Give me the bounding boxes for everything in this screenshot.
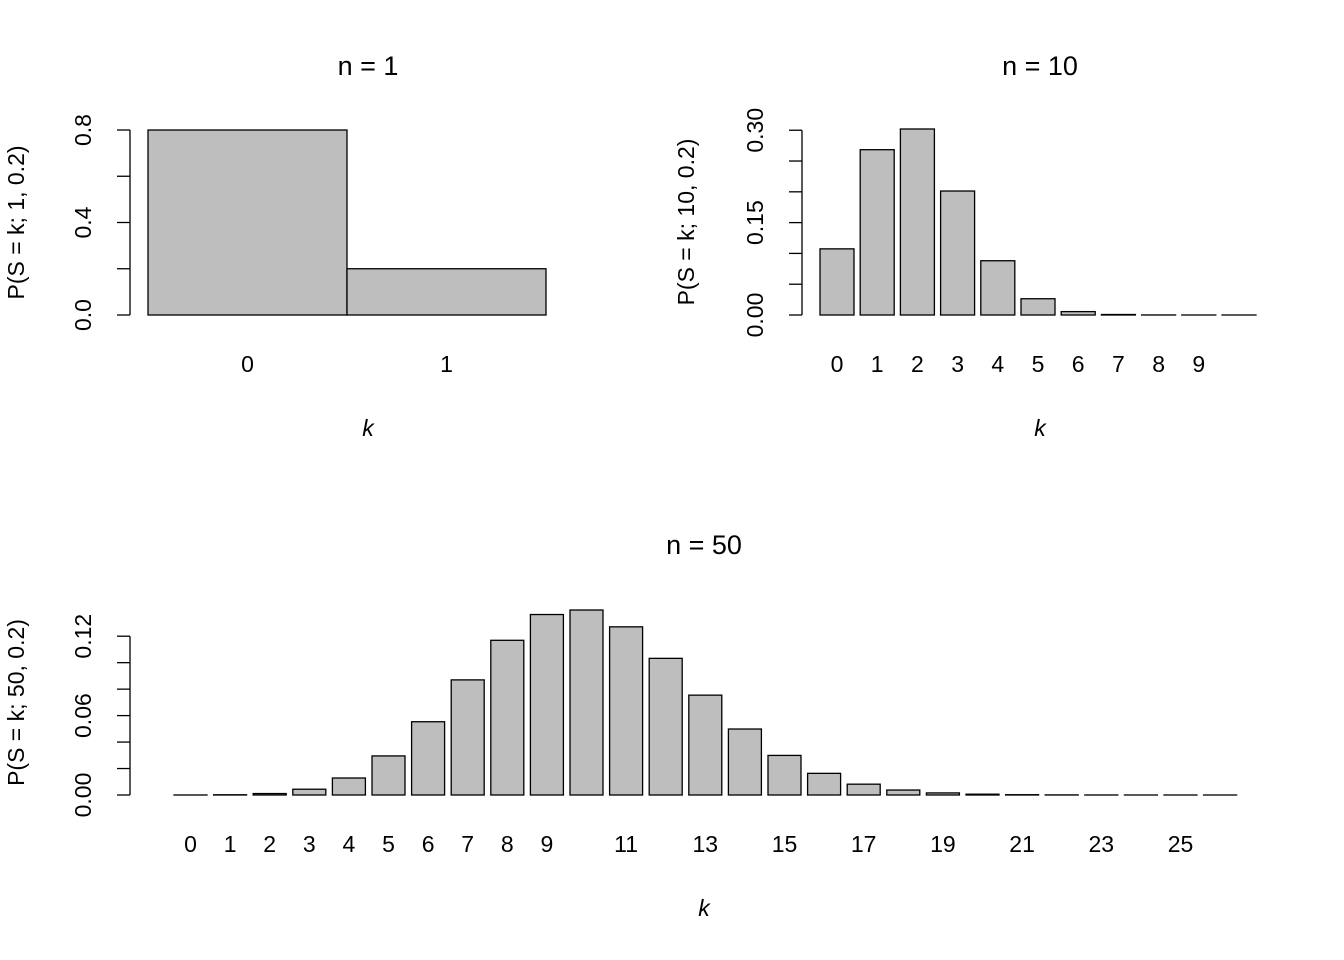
bar — [925, 792, 961, 796]
bar — [346, 268, 547, 316]
x-tick-label: 6 — [422, 831, 435, 857]
x-tick-label: 8 — [501, 831, 514, 857]
bar — [569, 609, 604, 796]
bar — [965, 793, 1000, 796]
bar — [899, 128, 936, 316]
y-axis-label: P(S = k; 50, 0.2) — [3, 619, 29, 786]
y-tick-label: 0.0 — [70, 299, 96, 331]
x-tick-label: 17 — [851, 831, 877, 857]
x-axis-label: k — [362, 415, 375, 441]
bar — [980, 260, 1016, 316]
x-tick-label: 5 — [1032, 351, 1045, 377]
y-tick-label: 0.4 — [70, 206, 96, 238]
bar — [608, 626, 644, 796]
bar — [648, 657, 683, 796]
chart-title: n = 50 — [666, 530, 742, 560]
y-tick-label: 0.00 — [70, 773, 96, 818]
x-tick-label: 8 — [1152, 351, 1165, 377]
y-tick-label: 0.15 — [742, 200, 768, 245]
bar — [806, 772, 842, 796]
x-tick-label: 3 — [951, 351, 964, 377]
bar — [886, 789, 921, 796]
bar — [147, 129, 348, 316]
x-tick-label: 2 — [263, 831, 276, 857]
x-axis-label: k — [698, 895, 711, 921]
x-tick-label: 19 — [930, 831, 956, 857]
x-tick-label: 9 — [541, 831, 554, 857]
x-tick-label: 0 — [831, 351, 844, 377]
x-tick-label: 4 — [991, 351, 1004, 377]
x-tick-label: 4 — [343, 831, 356, 857]
bar — [727, 728, 763, 796]
y-tick-label: 0.00 — [742, 293, 768, 338]
bar — [1020, 298, 1056, 316]
x-tick-label: 25 — [1168, 831, 1194, 857]
y-tick-label: 0.8 — [70, 114, 96, 146]
y-axis-label: P(S = k; 1, 0.2) — [3, 145, 29, 299]
x-tick-label: 2 — [911, 351, 924, 377]
x-tick-label: 0 — [184, 831, 197, 857]
x-tick-label: 11 — [614, 831, 638, 857]
x-tick-label: 3 — [303, 831, 316, 857]
bar — [529, 613, 565, 796]
x-tick-label: 23 — [1089, 831, 1115, 857]
y-tick-label: 0.06 — [70, 693, 96, 738]
y-tick-label: 0.12 — [70, 614, 96, 659]
bar — [688, 694, 723, 796]
chart-title: n = 10 — [1002, 51, 1078, 81]
bar — [859, 149, 895, 316]
bar — [371, 755, 406, 796]
bar — [1060, 310, 1096, 316]
bar — [846, 783, 881, 796]
x-tick-label: 21 — [1009, 831, 1035, 857]
x-tick-label: 5 — [382, 831, 395, 857]
y-tick-label: 0.30 — [742, 108, 768, 153]
x-tick-label: 7 — [461, 831, 474, 857]
x-tick-label: 7 — [1112, 351, 1125, 377]
x-tick-label: 13 — [693, 831, 719, 857]
x-tick-label: 9 — [1192, 351, 1205, 377]
x-tick-label: 6 — [1072, 351, 1085, 377]
chart-title: n = 1 — [338, 51, 399, 81]
x-tick-label: 1 — [440, 351, 453, 377]
bar — [939, 190, 976, 316]
x-axis-label: k — [1034, 415, 1047, 441]
x-tick-label: 1 — [871, 351, 884, 377]
y-axis-label: P(S = k; 10, 0.2) — [673, 139, 699, 306]
x-tick-label: 0 — [241, 351, 254, 377]
bar — [252, 792, 287, 796]
x-tick-label: 15 — [772, 831, 798, 857]
bar — [819, 248, 855, 316]
bar — [331, 777, 367, 796]
x-tick-label: 1 — [224, 831, 237, 857]
bar — [490, 639, 525, 796]
bar — [450, 679, 485, 796]
bar — [767, 754, 802, 796]
bar — [410, 721, 446, 796]
bar — [292, 788, 327, 796]
